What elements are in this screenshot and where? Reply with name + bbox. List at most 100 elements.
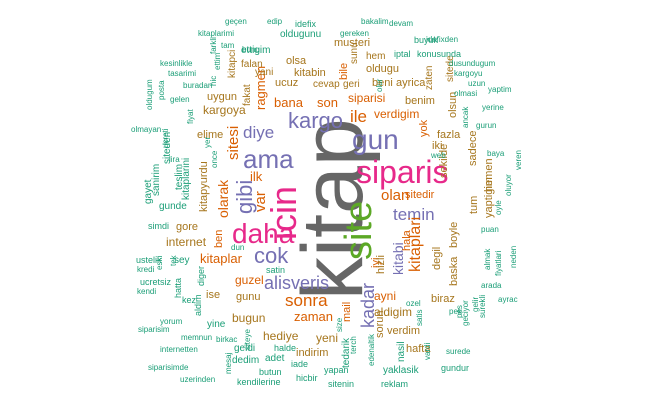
word-cloud-term: farkli bbox=[209, 37, 218, 54]
word-cloud-term: sitesi bbox=[225, 125, 242, 160]
word-cloud-term: ilk bbox=[250, 169, 263, 184]
word-cloud-term: kendi bbox=[137, 287, 157, 296]
word-cloud-term: boyle bbox=[448, 221, 460, 248]
word-cloud-term: bana bbox=[274, 95, 303, 110]
word-cloud-term: mesaj bbox=[224, 352, 233, 374]
word-cloud-term: fiyat bbox=[186, 109, 195, 124]
word-cloud-term: tam bbox=[221, 41, 235, 50]
word-cloud-term: gereken bbox=[340, 29, 369, 38]
word-cloud-term: kargoya bbox=[203, 103, 246, 117]
word-cloud-term: ettim bbox=[213, 52, 222, 70]
word-cloud-term: siparisimde bbox=[148, 363, 189, 372]
word-cloud-term: butun bbox=[259, 367, 282, 377]
word-cloud-term: hediye bbox=[263, 329, 299, 343]
word-cloud-term: fazla bbox=[437, 129, 461, 141]
word-cloud-term: ayni bbox=[374, 289, 397, 303]
word-cloud-term: yani bbox=[255, 67, 274, 78]
word-cloud-term: uzerinden bbox=[180, 375, 216, 384]
word-cloud-term: gelen bbox=[170, 95, 190, 104]
word-cloud-term: konusunda bbox=[417, 49, 462, 59]
word-cloud-term: aldigim bbox=[374, 305, 413, 319]
word-cloud-term: son bbox=[317, 95, 338, 110]
word-cloud-term: zaten bbox=[424, 65, 435, 90]
word-cloud-term: ayrica bbox=[396, 77, 426, 89]
word-cloud-term: olan bbox=[381, 187, 410, 204]
word-cloud-term: uzun bbox=[468, 79, 486, 88]
word-cloud-term: puan bbox=[481, 225, 499, 234]
word-cloud-term: geldi bbox=[234, 343, 256, 354]
word-cloud-term: benim bbox=[405, 95, 435, 107]
word-cloud-term: siparisi bbox=[348, 91, 386, 105]
word-cloud-term: ama bbox=[243, 144, 294, 174]
word-cloud-term: nasil bbox=[396, 341, 407, 362]
word-cloud-term: baya bbox=[487, 149, 505, 158]
word-cloud-term: halde bbox=[274, 343, 297, 353]
word-cloud-term: cok bbox=[254, 243, 289, 268]
word-cloud-term: beni bbox=[372, 77, 393, 89]
word-cloud-term: ucreti bbox=[161, 128, 170, 148]
word-cloud-term: musteri bbox=[334, 37, 371, 49]
word-cloud-term: hizli bbox=[375, 255, 387, 274]
word-cloud-term: hem bbox=[366, 51, 386, 62]
word-cloud-term: kesinlikle bbox=[160, 59, 193, 68]
word-cloud-term: diye bbox=[243, 123, 275, 142]
word-cloud-term: elime bbox=[197, 129, 224, 141]
word-cloud-term: sonra bbox=[285, 291, 328, 310]
word-cloud-term: geri bbox=[343, 79, 360, 90]
word-cloud-term: yer bbox=[203, 136, 212, 148]
word-cloud-term: ozel bbox=[406, 299, 421, 308]
word-cloud-term: gelir bbox=[471, 296, 480, 312]
word-cloud-term: kitapyurdu bbox=[198, 161, 210, 212]
word-cloud-term: alisveris bbox=[264, 273, 330, 293]
word-cloud-term: fakat bbox=[242, 84, 253, 106]
word-cloud-term: temin bbox=[393, 205, 435, 224]
word-cloud-term: sadece bbox=[467, 130, 479, 166]
word-cloud-term: hala bbox=[401, 230, 413, 251]
word-cloud-term: size bbox=[335, 317, 344, 332]
word-cloud-term: bugun bbox=[232, 311, 266, 325]
word-cloud-term: uygun bbox=[207, 91, 237, 103]
word-cloud-term: kendilerine bbox=[237, 377, 281, 387]
word-cloud-term: gundur bbox=[441, 363, 470, 373]
word-cloud-term: kitaplar bbox=[200, 251, 242, 266]
word-cloud-term: iptal bbox=[394, 49, 411, 59]
word-cloud-term: arada bbox=[481, 281, 502, 290]
word-cloud-term: sekilde bbox=[438, 143, 450, 178]
word-cloud-term: kredi bbox=[137, 265, 155, 274]
word-cloud-term: site bbox=[338, 200, 380, 260]
word-cloud-term: geçen bbox=[225, 17, 247, 26]
word-cloud-term: satin bbox=[266, 265, 286, 275]
word-cloud-term: olsa bbox=[286, 55, 307, 67]
word-cloud-term: olur bbox=[375, 78, 384, 92]
word-cloud-term: degil bbox=[431, 246, 443, 270]
word-cloud-term: indirim bbox=[296, 347, 329, 359]
word-cloud-term: bunu bbox=[242, 45, 260, 54]
word-cloud-term: almak bbox=[483, 248, 492, 270]
word-cloud-term: teslim bbox=[174, 163, 185, 190]
word-cloud-term: olmayan bbox=[131, 125, 162, 134]
word-cloud-term: var bbox=[252, 191, 269, 212]
word-cloud-term: kitaplarimi bbox=[198, 29, 235, 38]
word-cloud-term: bakalim bbox=[361, 17, 389, 26]
word-cloud-term: oldugu bbox=[366, 63, 400, 75]
word-cloud-term: oluyor bbox=[504, 174, 513, 196]
word-cloud-term: yorum bbox=[160, 317, 183, 326]
word-cloud-term: oldugunu bbox=[280, 29, 322, 40]
word-cloud-term: internet bbox=[166, 235, 207, 249]
word-cloud-term: sorun bbox=[374, 310, 386, 338]
word-cloud-term: birkac bbox=[216, 335, 238, 344]
word-cloud-term: ucretsiz bbox=[140, 277, 172, 287]
word-cloud-term: siteye bbox=[243, 329, 252, 350]
word-cloud-term: cevap bbox=[313, 79, 340, 90]
word-cloud-term: gunde bbox=[159, 201, 187, 212]
word-cloud-term: lira bbox=[169, 155, 180, 164]
word-cloud-term: terch bbox=[349, 336, 358, 354]
word-cloud-term: yerine bbox=[482, 103, 504, 112]
word-cloud-term: gore bbox=[176, 221, 199, 233]
word-cloud-term: tum bbox=[468, 195, 480, 214]
word-cloud-term: zaman bbox=[294, 309, 334, 324]
word-cloud-term: dedim bbox=[232, 355, 260, 366]
word-cloud-term: sey bbox=[174, 255, 190, 266]
word-cloud-term: simdi bbox=[148, 221, 170, 231]
word-cloud-term: baska bbox=[448, 256, 460, 286]
